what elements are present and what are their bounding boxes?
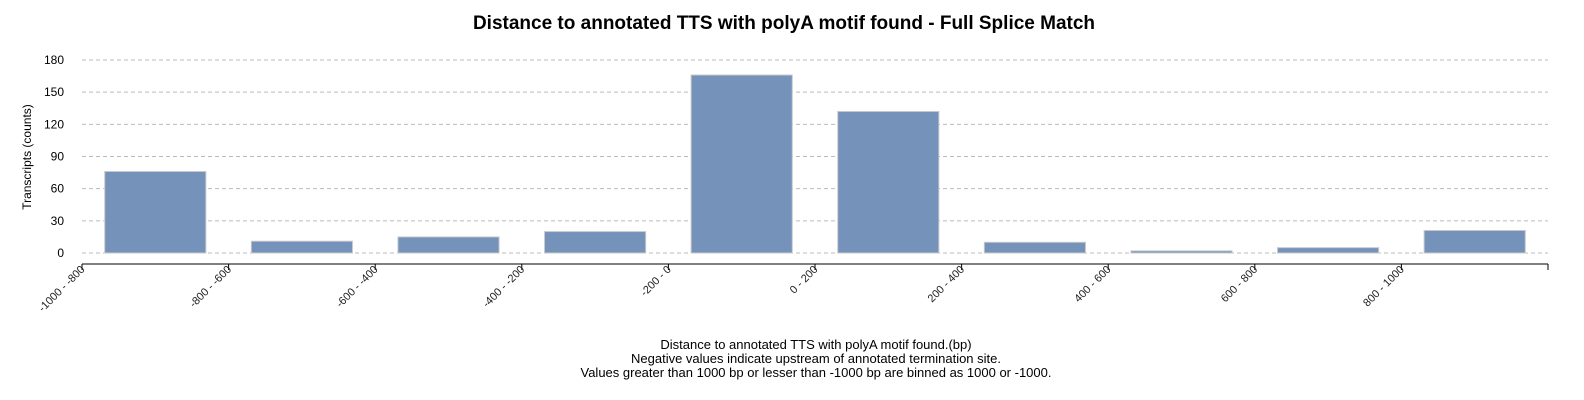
x-axis: -1000 - -800 -800 - -600 -600 - -400 -400 -… [37,263,1549,315]
bar [397,236,500,254]
x-tick-label: 200 - 400 [926,264,967,305]
bar [1130,250,1233,254]
x-tick-label: 0 - 200 [788,264,821,297]
bar [690,74,793,254]
grid-lines [82,59,1548,254]
x-tick-label: 600 - 800 [1219,264,1260,305]
x-axis-label-line-2: Negative values indicate upstream of ann… [631,351,1001,366]
y-tick-label: 150 [44,85,64,99]
bar [104,171,207,254]
y-axis-label: Transcripts (counts) [20,104,34,210]
x-axis-label-line-3: Values greater than 1000 bp or lesser th… [581,365,1052,380]
y-tick-label: 0 [57,246,64,260]
bars [104,74,1526,254]
x-tick-label: -800 - -600 [187,264,234,311]
y-tick-label: 60 [51,182,65,196]
bar [1423,229,1526,254]
y-tick-label: 30 [51,214,65,228]
y-tick-label: 90 [51,150,65,164]
bar [983,241,1086,254]
x-tick-label: -400 - -200 [481,264,528,311]
chart-title: Distance to annotated TTS with polyA mot… [473,13,1095,34]
bar [1277,247,1380,254]
x-axis-label-line-1: Distance to annotated TTS with polyA mot… [660,337,971,352]
x-tick-label: -1000 - -800 [37,264,88,315]
y-tick-label: 120 [44,117,64,131]
y-tick-label: 180 [44,53,64,67]
bar [544,231,647,254]
x-tick-label: 800 - 1000 [1361,264,1407,310]
x-tick-label: -200 - 0 [639,264,674,299]
bar [837,110,940,254]
x-tick-label: -600 - -400 [334,264,381,311]
bar [250,240,353,254]
x-tick-label: 400 - 600 [1072,264,1113,305]
y-ticks: 0 30 60 90 120 150 180 [44,53,64,260]
